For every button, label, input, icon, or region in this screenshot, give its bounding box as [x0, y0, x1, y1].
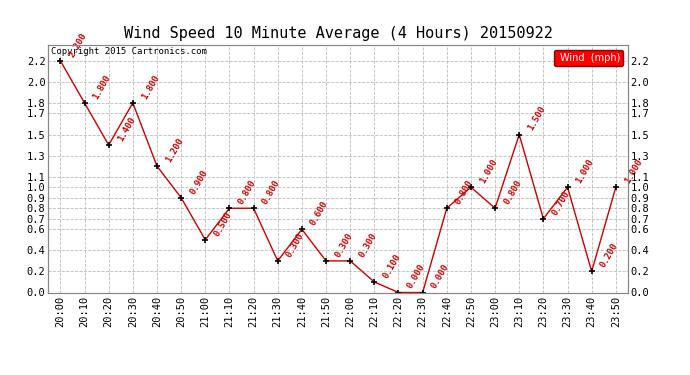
Text: 1.000: 1.000 — [623, 157, 644, 185]
Text: 1.500: 1.500 — [526, 105, 547, 132]
Title: Wind Speed 10 Minute Average (4 Hours) 20150922: Wind Speed 10 Minute Average (4 Hours) 2… — [124, 26, 553, 41]
Text: 1.200: 1.200 — [164, 136, 185, 164]
Text: 1.000: 1.000 — [478, 157, 499, 185]
Legend: Wind  (mph): Wind (mph) — [554, 50, 623, 66]
Text: 0.800: 0.800 — [237, 178, 257, 206]
Text: 0.600: 0.600 — [309, 200, 330, 227]
Text: 2.200: 2.200 — [68, 31, 88, 58]
Text: 0.100: 0.100 — [382, 252, 402, 280]
Text: 1.800: 1.800 — [92, 73, 112, 101]
Text: 0.800: 0.800 — [454, 178, 475, 206]
Text: 0.500: 0.500 — [213, 210, 233, 238]
Text: 1.400: 1.400 — [116, 115, 137, 143]
Text: 0.700: 0.700 — [551, 189, 571, 217]
Text: 0.000: 0.000 — [406, 262, 426, 290]
Text: 0.300: 0.300 — [357, 231, 378, 259]
Text: 1.800: 1.800 — [140, 73, 161, 101]
Text: 0.000: 0.000 — [430, 262, 451, 290]
Text: 0.800: 0.800 — [261, 178, 282, 206]
Text: Copyright 2015 Cartronics.com: Copyright 2015 Cartronics.com — [51, 48, 207, 57]
Text: 0.800: 0.800 — [502, 178, 523, 206]
Text: 0.300: 0.300 — [333, 231, 354, 259]
Text: 1.000: 1.000 — [575, 157, 595, 185]
Text: 0.900: 0.900 — [188, 168, 209, 195]
Text: 0.300: 0.300 — [285, 231, 306, 259]
Text: 0.200: 0.200 — [599, 242, 620, 269]
